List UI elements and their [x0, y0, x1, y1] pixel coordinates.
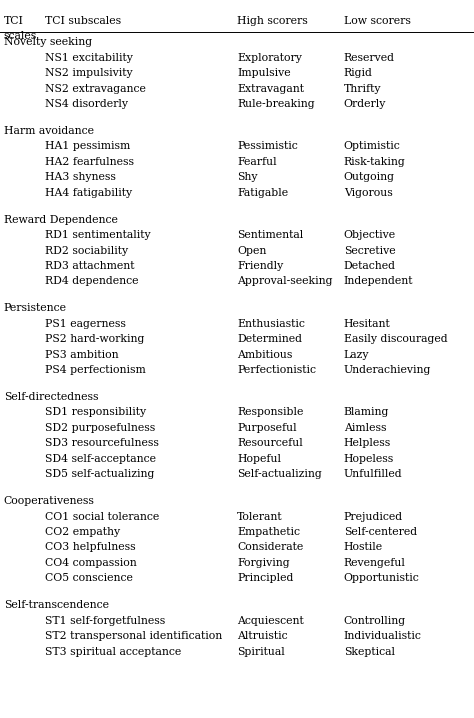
Text: Opportunistic: Opportunistic — [344, 573, 419, 583]
Text: Low scorers: Low scorers — [344, 16, 410, 26]
Text: Individualistic: Individualistic — [344, 631, 421, 641]
Text: Controlling: Controlling — [344, 615, 406, 625]
Text: Resourceful: Resourceful — [237, 438, 303, 448]
Text: Open: Open — [237, 246, 266, 256]
Text: Self-actualizing: Self-actualizing — [237, 469, 322, 479]
Text: Friendly: Friendly — [237, 261, 283, 271]
Text: Self-transcendence: Self-transcendence — [4, 600, 109, 610]
Text: Empathetic: Empathetic — [237, 527, 300, 537]
Text: RD4 dependence: RD4 dependence — [45, 276, 138, 286]
Text: Blaming: Blaming — [344, 407, 389, 417]
Text: Tolerant: Tolerant — [237, 511, 283, 521]
Text: Outgoing: Outgoing — [344, 172, 395, 182]
Text: Hopeless: Hopeless — [344, 454, 394, 464]
Text: Exploratory: Exploratory — [237, 53, 302, 62]
Text: RD2 sociability: RD2 sociability — [45, 246, 128, 256]
Text: Hopeful: Hopeful — [237, 454, 281, 464]
Text: CO5 conscience: CO5 conscience — [45, 573, 133, 583]
Text: scales: scales — [4, 31, 37, 41]
Text: Hostile: Hostile — [344, 542, 383, 552]
Text: Purposeful: Purposeful — [237, 423, 297, 433]
Text: HA1 pessimism: HA1 pessimism — [45, 141, 130, 151]
Text: CO1 social tolerance: CO1 social tolerance — [45, 511, 159, 521]
Text: SD5 self-actualizing: SD5 self-actualizing — [45, 469, 155, 479]
Text: PS4 perfectionism: PS4 perfectionism — [45, 365, 146, 375]
Text: RD1 sentimentality: RD1 sentimentality — [45, 230, 151, 240]
Text: SD3 resourcefulness: SD3 resourcefulness — [45, 438, 159, 448]
Text: NS2 extravagance: NS2 extravagance — [45, 83, 146, 93]
Text: SD2 purposefulness: SD2 purposefulness — [45, 423, 155, 433]
Text: High scorers: High scorers — [237, 16, 308, 26]
Text: RD3 attachment: RD3 attachment — [45, 261, 135, 271]
Text: Helpless: Helpless — [344, 438, 391, 448]
Text: Acquiescent: Acquiescent — [237, 615, 304, 625]
Text: Prejudiced: Prejudiced — [344, 511, 403, 521]
Text: Forgiving: Forgiving — [237, 558, 290, 568]
Text: Responsible: Responsible — [237, 407, 303, 417]
Text: Independent: Independent — [344, 276, 413, 286]
Text: Lazy: Lazy — [344, 350, 369, 360]
Text: Underachieving: Underachieving — [344, 365, 431, 375]
Text: CO3 helpfulness: CO3 helpfulness — [45, 542, 136, 552]
Text: CO4 compassion: CO4 compassion — [45, 558, 137, 568]
Text: PS2 hard-working: PS2 hard-working — [45, 334, 145, 344]
Text: Impulsive: Impulsive — [237, 68, 291, 78]
Text: ST1 self-forgetfulness: ST1 self-forgetfulness — [45, 615, 165, 625]
Text: Considerate: Considerate — [237, 542, 303, 552]
Text: Pessimistic: Pessimistic — [237, 141, 298, 151]
Text: SD4 self-acceptance: SD4 self-acceptance — [45, 454, 156, 464]
Text: Rigid: Rigid — [344, 68, 373, 78]
Text: HA2 fearfulness: HA2 fearfulness — [45, 157, 134, 167]
Text: Skeptical: Skeptical — [344, 646, 395, 656]
Text: Approval-seeking: Approval-seeking — [237, 276, 332, 286]
Text: Risk-taking: Risk-taking — [344, 157, 405, 167]
Text: TCI subscales: TCI subscales — [45, 16, 121, 26]
Text: Unfulfilled: Unfulfilled — [344, 469, 402, 479]
Text: Self-directedness: Self-directedness — [4, 392, 98, 402]
Text: Extravagant: Extravagant — [237, 83, 304, 93]
Text: Enthusiastic: Enthusiastic — [237, 319, 305, 329]
Text: Shy: Shy — [237, 172, 257, 182]
Text: PS1 eagerness: PS1 eagerness — [45, 319, 126, 329]
Text: Optimistic: Optimistic — [344, 141, 401, 151]
Text: TCI: TCI — [4, 16, 24, 26]
Text: Reserved: Reserved — [344, 53, 395, 62]
Text: Detached: Detached — [344, 261, 396, 271]
Text: Altruistic: Altruistic — [237, 631, 288, 641]
Text: PS3 ambition: PS3 ambition — [45, 350, 118, 360]
Text: Easily discouraged: Easily discouraged — [344, 334, 447, 344]
Text: SD1 responsibility: SD1 responsibility — [45, 407, 146, 417]
Text: CO2 empathy: CO2 empathy — [45, 527, 120, 537]
Text: Cooperativeness: Cooperativeness — [4, 496, 95, 506]
Text: NS4 disorderly: NS4 disorderly — [45, 99, 128, 109]
Text: Rule-breaking: Rule-breaking — [237, 99, 315, 109]
Text: Fatigable: Fatigable — [237, 187, 288, 197]
Text: ST3 spiritual acceptance: ST3 spiritual acceptance — [45, 646, 181, 656]
Text: HA3 shyness: HA3 shyness — [45, 172, 116, 182]
Text: Principled: Principled — [237, 573, 293, 583]
Text: Secretive: Secretive — [344, 246, 395, 256]
Text: NS2 impulsivity: NS2 impulsivity — [45, 68, 133, 78]
Text: NS1 excitability: NS1 excitability — [45, 53, 133, 62]
Text: Perfectionistic: Perfectionistic — [237, 365, 316, 375]
Text: Sentimental: Sentimental — [237, 230, 303, 240]
Text: Thrifty: Thrifty — [344, 83, 381, 93]
Text: Determined: Determined — [237, 334, 302, 344]
Text: Fearful: Fearful — [237, 157, 277, 167]
Text: Reward Dependence: Reward Dependence — [4, 215, 118, 225]
Text: Hesitant: Hesitant — [344, 319, 391, 329]
Text: Aimless: Aimless — [344, 423, 386, 433]
Text: Spiritual: Spiritual — [237, 646, 285, 656]
Text: Orderly: Orderly — [344, 99, 386, 109]
Text: Revengeful: Revengeful — [344, 558, 406, 568]
Text: Self-centered: Self-centered — [344, 527, 417, 537]
Text: HA4 fatigability: HA4 fatigability — [45, 187, 132, 197]
Text: Objective: Objective — [344, 230, 396, 240]
Text: Ambitious: Ambitious — [237, 350, 292, 360]
Text: Vigorous: Vigorous — [344, 187, 392, 197]
Text: Novelty seeking: Novelty seeking — [4, 37, 92, 47]
Text: ST2 transpersonal identification: ST2 transpersonal identification — [45, 631, 222, 641]
Text: Harm avoidance: Harm avoidance — [4, 126, 94, 136]
Text: Persistence: Persistence — [4, 303, 67, 313]
